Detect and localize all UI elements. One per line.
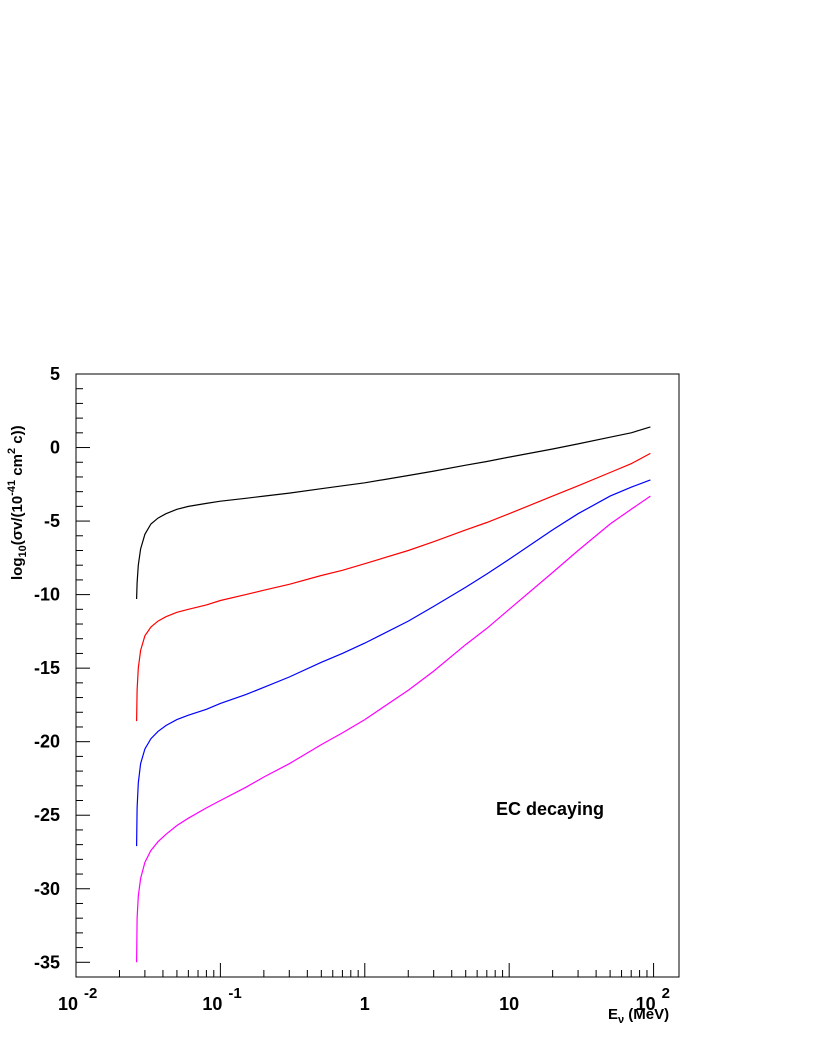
y-axis-title-pre: log bbox=[9, 558, 26, 581]
y-tick-label: -35 bbox=[34, 952, 60, 972]
series-line-2 bbox=[136, 452, 651, 722]
x-tick-label-exp: 2 bbox=[662, 985, 670, 1002]
x-tick-label-exp: -2 bbox=[84, 985, 97, 1002]
y-tick-labels: 5 0 -5 -10 -15 -20 -25 -30 -35 bbox=[34, 364, 60, 972]
y-tick-label: -10 bbox=[34, 585, 60, 605]
x-tick-labels: 10 -2 10 -1 1 10 10 2 bbox=[58, 985, 670, 1014]
y-axis-title-mid2: cm bbox=[9, 454, 26, 480]
y-axis-title-mid: (σv/(10 bbox=[9, 496, 26, 545]
y-axis-title-sub: 10 bbox=[17, 545, 29, 557]
y-tick-label: -15 bbox=[34, 658, 60, 678]
x-tick-label-base: 10 bbox=[202, 994, 222, 1014]
y-axis-title-sup1: -41 bbox=[6, 480, 18, 496]
x-tick-label-base: 10 bbox=[499, 994, 519, 1014]
series-line-1 bbox=[136, 426, 651, 600]
x-axis-ticks bbox=[75, 963, 655, 977]
series-line-4 bbox=[136, 495, 651, 963]
x-tick-label: 1 bbox=[360, 994, 370, 1014]
y-tick-label: -25 bbox=[34, 805, 60, 825]
annotation-label: EC decaying bbox=[496, 799, 604, 819]
x-axis-title: Eν (MeV) bbox=[608, 1006, 669, 1026]
series-group bbox=[136, 426, 651, 963]
x-tick-label-base: 10 bbox=[58, 994, 78, 1014]
y-tick-label: -30 bbox=[34, 879, 60, 899]
x-tick-label-base: 1 bbox=[360, 994, 370, 1014]
x-axis-title-rest: (MeV) bbox=[624, 1006, 669, 1023]
x-axis-title-main: E bbox=[608, 1006, 618, 1023]
x-tick-label-base: 10 bbox=[636, 994, 656, 1014]
x-axis-title-sub: ν bbox=[618, 1014, 624, 1026]
y-axis-title: log10(σv/(10-41 cm2 c)) bbox=[6, 425, 29, 580]
x-tick-label: 10 -2 bbox=[58, 985, 97, 1014]
y-tick-label: 0 bbox=[50, 438, 60, 458]
series-line-3 bbox=[136, 479, 651, 847]
y-axis-title-sup2: 2 bbox=[6, 448, 18, 454]
y-axis-title-post: c)) bbox=[9, 425, 26, 448]
y-tick-label: -20 bbox=[34, 732, 60, 752]
y-tick-label: -5 bbox=[44, 511, 60, 531]
plot-frame bbox=[75, 373, 680, 978]
y-axis-ticks bbox=[76, 373, 90, 978]
y-tick-label: 5 bbox=[50, 364, 60, 384]
x-tick-label: 10 2 bbox=[636, 985, 670, 1014]
x-tick-label-exp: -1 bbox=[228, 985, 241, 1002]
x-tick-label: 10 -1 bbox=[202, 985, 241, 1014]
x-tick-label: 10 bbox=[499, 994, 519, 1014]
